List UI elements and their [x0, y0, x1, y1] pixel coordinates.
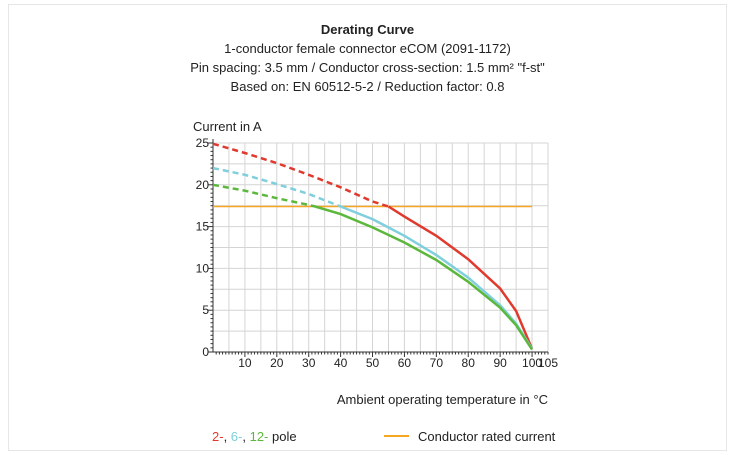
series-12--solid: [314, 205, 534, 351]
legend-pole-2: 2-: [212, 429, 224, 444]
series-12--dashed: [212, 183, 316, 208]
x-tick-label: 100: [522, 356, 542, 370]
x-tick-label: 20: [270, 356, 284, 370]
y-axis-label: Current in A: [193, 119, 262, 134]
chart-subtitle-line-2: Pin spacing: 3.5 mm / Conductor cross-se…: [190, 60, 545, 75]
chart-subtitle-line-1: 1-conductor female connector eCOM (2091-…: [224, 41, 511, 56]
x-axis-label: Ambient operating temperature in °C: [337, 392, 548, 407]
chart-title: Derating Curve: [320, 22, 415, 37]
y-tick-label: 15: [196, 220, 210, 234]
x-tick-label: 10: [238, 356, 252, 370]
legend-pole-text: 2-, 6-, 12- pole: [212, 429, 297, 444]
x-tick-label: 105: [538, 356, 558, 370]
x-tick-label: 40: [334, 356, 348, 370]
legend-pole-12: 12-: [250, 429, 269, 444]
axes: [208, 139, 549, 357]
y-tick-label: 5: [202, 303, 209, 317]
y-tick-label: 25: [196, 136, 210, 150]
series-6--dashed: [212, 166, 342, 208]
grid-lines: [213, 142, 549, 352]
x-tick-label: 90: [493, 356, 507, 370]
x-tick-label: 30: [302, 356, 316, 370]
legend-rated-label: Conductor rated current: [418, 429, 556, 444]
legend-pole-6: 6-: [231, 429, 243, 444]
legend: 2-, 6-, 12- pole Conductor rated current: [212, 429, 556, 444]
y-tick-label: 20: [196, 178, 210, 192]
chart-titles: Derating Curve 1-conductor female connec…: [0, 20, 735, 96]
chart-subtitle-line-3: Based on: EN 60512-5-2 / Reduction facto…: [230, 79, 505, 94]
y-tick-label: 10: [196, 261, 210, 275]
series-lines: [212, 142, 534, 351]
series-2--solid: [387, 205, 534, 350]
x-tick-label: 70: [430, 356, 444, 370]
x-tick-label: 50: [366, 356, 380, 370]
chart-frame: [8, 4, 727, 451]
series-2--dashed: [212, 142, 389, 208]
legend-pole-suffix: pole: [272, 429, 297, 444]
x-tick-label: 80: [462, 356, 476, 370]
x-tick-label: 60: [398, 356, 412, 370]
y-tick-label: 0: [202, 345, 209, 359]
